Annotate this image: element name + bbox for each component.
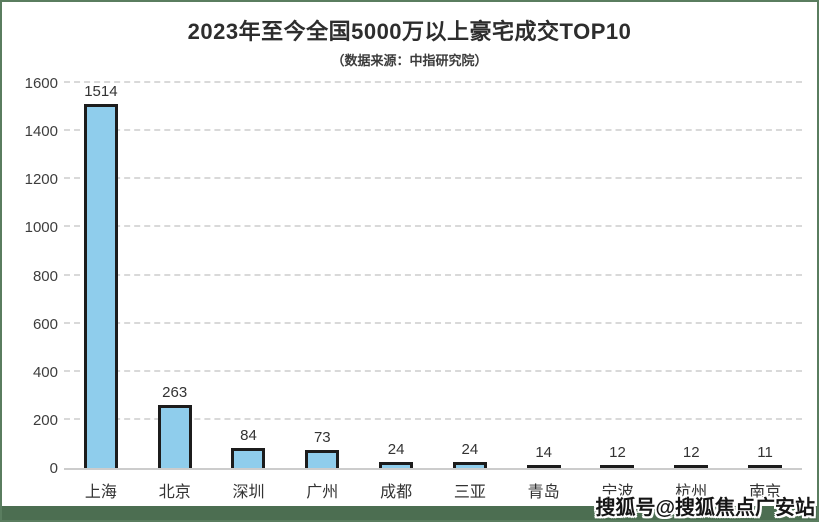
gridline-y-1000	[64, 225, 802, 228]
chart-subtitle: （数据来源：中指研究院）	[331, 53, 488, 68]
y-tick-label-1600: 1600	[24, 75, 58, 92]
watermark-text: 搜狐号@搜狐焦点广安站	[595, 497, 815, 519]
bar-column-3: 84	[212, 427, 286, 468]
bar-深圳	[231, 447, 266, 468]
bar-value-label: 14	[535, 443, 553, 461]
y-tick-label-1000: 1000	[24, 219, 58, 237]
gridline-y-200	[64, 417, 802, 420]
bar-三亚	[452, 462, 487, 468]
bar-宁波	[600, 465, 635, 468]
x-tick-label-三亚: 三亚	[453, 484, 486, 501]
bar-南京	[748, 465, 783, 468]
gridline-y-400	[64, 369, 802, 372]
x-tick-label-上海: 上海	[84, 484, 117, 501]
x-tick-label-广州: 广州	[306, 484, 339, 501]
y-tick-label-1200: 1200	[24, 171, 58, 189]
gridline-y-600	[64, 321, 802, 324]
bar-value-label: 12	[682, 444, 700, 461]
footer-green-bar	[2, 506, 817, 520]
bar-column-8: 12	[581, 444, 655, 468]
bar-column-5: 24	[359, 441, 433, 468]
bar-value-label: 24	[387, 441, 405, 459]
x-tick-label-南京: 南京	[749, 484, 782, 501]
bar-青岛	[526, 464, 561, 468]
bar-column-1: 1514	[64, 83, 138, 468]
gridline-y-800	[64, 273, 802, 276]
y-tick-label-1400: 1400	[24, 123, 58, 141]
x-tick-label-杭州: 杭州	[675, 484, 708, 501]
bar-value-label: 84	[240, 426, 257, 444]
x-tick-label-青岛: 青岛	[527, 484, 560, 501]
gridline-y-1600	[64, 81, 802, 83]
bar-杭州	[674, 465, 709, 468]
bar-value-label: 1514	[84, 82, 118, 100]
bar-column-2: 263	[138, 384, 212, 468]
x-tick-label-宁波: 宁波	[601, 484, 634, 501]
gridline-y-1200	[64, 177, 802, 180]
y-tick-label-200: 200	[32, 411, 58, 429]
bar-北京	[157, 404, 192, 468]
bar-column-7: 14	[507, 444, 581, 468]
x-tick-label-成都: 成都	[380, 484, 413, 501]
bar-value-label: 12	[609, 444, 626, 461]
bars-row: 1514 263 84 73 24 24 14 12 12 11	[64, 83, 802, 468]
x-tick-label-北京: 北京	[158, 484, 191, 501]
bar-上海	[83, 103, 118, 468]
bar-value-label: 263	[162, 383, 188, 401]
x-axis-labels: 上海 北京 深圳 广州 成都 三亚 青岛 宁波 杭州 南京	[64, 478, 802, 502]
plot-area: 1514 263 84 73 24 24 14 12 12 11	[64, 81, 802, 470]
x-tick-label-深圳: 深圳	[232, 484, 265, 501]
bar-column-9: 12	[654, 444, 728, 468]
bar-value-label: 11	[757, 444, 773, 461]
chart-header: 2023年至今全国5000万以上豪宅成交TOP10 （数据来源：中指研究院）	[2, 14, 817, 69]
bar-column-10: 11	[728, 444, 802, 468]
bar-column-4: 73	[285, 429, 359, 468]
gridline-y-1400	[64, 129, 802, 132]
y-tick-label-0: 0	[49, 460, 58, 477]
bar-column-6: 24	[433, 441, 507, 468]
y-tick-label-400: 400	[32, 363, 58, 381]
bar-value-label: 24	[461, 441, 479, 459]
bar-value-label: 73	[313, 429, 331, 447]
y-tick-label-800: 800	[32, 267, 58, 285]
y-tick-label-600: 600	[32, 315, 58, 333]
bar-广州	[305, 450, 340, 468]
bar-成都	[379, 462, 414, 468]
y-axis: 0 200 400 600 800 1000 1200 1400 1600	[8, 75, 58, 477]
chart-title: 2023年至今全国5000万以上豪宅成交TOP10	[187, 19, 632, 44]
